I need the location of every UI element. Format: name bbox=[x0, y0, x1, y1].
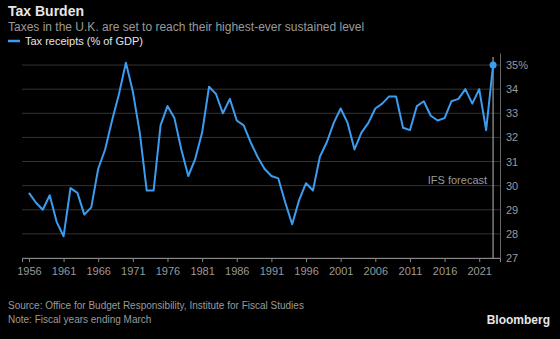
annotation-line bbox=[493, 57, 494, 258]
tick: 2011 bbox=[399, 258, 423, 277]
tick-label: 35% bbox=[506, 59, 528, 71]
y-axis: 27 28 29 30 31 32 33 34 35% bbox=[500, 54, 528, 265]
title: Tax Burden bbox=[8, 3, 84, 19]
grid-line bbox=[22, 89, 500, 90]
series-line bbox=[29, 63, 493, 237]
legend-label: Tax receipts (% of GDP) bbox=[25, 35, 143, 47]
annotation-text: IFS forecast bbox=[428, 174, 487, 186]
tick: 1966 bbox=[86, 258, 110, 277]
legend-item: Tax receipts (% of GDP) bbox=[8, 35, 143, 47]
legend-swatch bbox=[8, 40, 20, 43]
tick: 2016 bbox=[433, 258, 457, 277]
tick: 1981 bbox=[190, 258, 214, 277]
tick: 29 bbox=[500, 204, 518, 216]
background bbox=[0, 0, 560, 339]
tick: 1986 bbox=[225, 258, 249, 277]
tick-label: 1986 bbox=[225, 265, 249, 277]
subtitle: Taxes in the U.K. are set to reach their… bbox=[8, 20, 364, 34]
tick-label: 34 bbox=[506, 83, 518, 95]
tick: 30 bbox=[500, 180, 518, 192]
tick: 32 bbox=[500, 131, 518, 143]
tick-mark bbox=[271, 258, 272, 262]
tick-mark bbox=[341, 258, 342, 262]
note: Note: Fiscal years ending March bbox=[8, 314, 151, 325]
tick-label: 1956 bbox=[17, 265, 41, 277]
tick: 35% bbox=[500, 59, 528, 71]
tick-mark bbox=[64, 258, 65, 262]
tick-mark bbox=[306, 258, 307, 262]
tick-label: 31 bbox=[506, 156, 518, 168]
tick: 2006 bbox=[364, 258, 388, 277]
tick-label: 1961 bbox=[52, 265, 76, 277]
tick-mark bbox=[479, 258, 480, 262]
tick-mark bbox=[98, 258, 99, 262]
tick-label: 2006 bbox=[364, 265, 388, 277]
tick-label: 1966 bbox=[86, 265, 110, 277]
branding: Bloomberg bbox=[487, 313, 550, 327]
tick: 34 bbox=[500, 83, 518, 95]
tick-mark bbox=[202, 258, 203, 262]
tick-mark bbox=[445, 258, 446, 262]
tick-label: 2016 bbox=[433, 265, 457, 277]
grid-line bbox=[22, 65, 500, 66]
tick: 28 bbox=[500, 228, 518, 240]
tick-mark bbox=[237, 258, 238, 262]
tick: 1976 bbox=[156, 258, 180, 277]
tick: 33 bbox=[500, 107, 518, 119]
tick-label: 2021 bbox=[467, 265, 491, 277]
tick-label: 29 bbox=[506, 204, 518, 216]
plot-area bbox=[29, 62, 497, 237]
grid-line bbox=[22, 233, 500, 234]
tick-label: 2001 bbox=[329, 265, 353, 277]
tick: 1971 bbox=[121, 258, 145, 277]
grid-line bbox=[22, 209, 500, 210]
tick: 1961 bbox=[52, 258, 76, 277]
tick-label: 1976 bbox=[156, 265, 180, 277]
source: Source: Office for Budget Responsibility… bbox=[8, 300, 304, 311]
tick: 31 bbox=[500, 156, 518, 168]
tick-label: 1996 bbox=[294, 265, 318, 277]
axis-line bbox=[23, 259, 501, 263]
tick: 1991 bbox=[260, 258, 284, 277]
chart: Tax BurdenTaxes in the U.K. are set to r… bbox=[0, 0, 560, 339]
tick-label: 1991 bbox=[260, 265, 284, 277]
tick-label: 1981 bbox=[190, 265, 214, 277]
axis-line bbox=[500, 54, 501, 259]
tick: 1996 bbox=[294, 258, 318, 277]
forecast-point bbox=[490, 62, 497, 69]
tick-label: 32 bbox=[506, 131, 518, 143]
tick: 2001 bbox=[329, 258, 353, 277]
tick-label: 33 bbox=[506, 107, 518, 119]
tick-label: 30 bbox=[506, 180, 518, 192]
tick-mark bbox=[410, 258, 411, 262]
grid-line bbox=[22, 137, 500, 138]
tick: 2021 bbox=[467, 258, 491, 277]
tick-mark bbox=[167, 258, 168, 262]
tick: 27 bbox=[500, 252, 518, 264]
tick-mark bbox=[375, 258, 376, 262]
legend: Tax receipts (% of GDP) bbox=[8, 35, 143, 47]
tick-label: 28 bbox=[506, 228, 518, 240]
tick-label: 27 bbox=[506, 252, 518, 264]
tick-mark bbox=[133, 258, 134, 262]
x-axis: 1956 1961 1966 1971 1976 1981 1986 1991 1996 2001… bbox=[17, 258, 500, 277]
tick: 1956 bbox=[17, 258, 41, 277]
tick-label: 1971 bbox=[121, 265, 145, 277]
tick-mark bbox=[29, 258, 30, 262]
tick-label: 2011 bbox=[399, 265, 423, 277]
